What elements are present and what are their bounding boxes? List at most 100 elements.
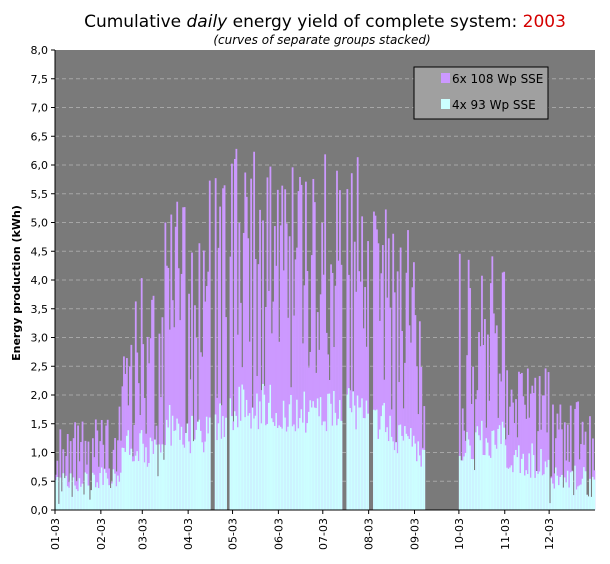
- bar-bottom-series: [168, 404, 171, 510]
- bar-bottom-series: [136, 451, 139, 510]
- bar-bottom-series: [389, 415, 392, 510]
- bar-bottom-series: [72, 477, 75, 510]
- bar-bottom-series: [198, 419, 201, 510]
- y-tick-label: 4,0: [31, 274, 49, 287]
- bar-top-series: [173, 327, 176, 510]
- bar-top-series: [265, 307, 267, 510]
- bar-bottom-series: [250, 428, 253, 510]
- bar-top-series: [96, 430, 99, 510]
- bar-bottom-series: [99, 473, 102, 510]
- bar-bottom-series: [472, 459, 474, 510]
- bar-top-series: [148, 363, 150, 510]
- y-tick-label: 8,0: [31, 44, 49, 57]
- bar-top-series: [324, 154, 327, 511]
- bar-bottom-series: [516, 457, 519, 510]
- bar-bottom-series: [518, 445, 520, 510]
- bar-top-series: [137, 383, 140, 510]
- bar-bottom-series: [383, 402, 386, 510]
- bar-bottom-series: [498, 425, 501, 510]
- bar-top-series: [170, 214, 173, 510]
- bar-bottom-series: [322, 421, 325, 510]
- bar-top-series: [566, 424, 569, 510]
- x-tick-label: 02-03: [95, 518, 108, 550]
- bar-bottom-series: [176, 418, 179, 510]
- bar-bottom-series: [390, 436, 393, 510]
- bar-bottom-series: [353, 405, 356, 510]
- bar-bottom-series: [214, 414, 217, 510]
- bar-bottom-series: [577, 486, 580, 510]
- bar-bottom-series: [398, 425, 401, 510]
- bar-bottom-series: [303, 391, 306, 510]
- bar-top-series: [253, 151, 256, 510]
- bar-top-series: [279, 225, 282, 510]
- bar-top-series: [482, 345, 485, 510]
- bar-bottom-series: [164, 445, 167, 510]
- bar-bottom-series: [538, 471, 541, 510]
- bar-top-series: [367, 241, 369, 511]
- bar-top-series: [418, 321, 421, 510]
- bar-top-series: [374, 215, 377, 510]
- bar-bottom-series: [312, 401, 315, 510]
- bar-bottom-series: [257, 429, 260, 510]
- bar-top-series: [282, 270, 285, 510]
- chart-title: Cumulative daily energy yield of complet…: [84, 12, 566, 32]
- bar-top-series: [167, 267, 170, 510]
- bar-bottom-series: [177, 423, 180, 510]
- bar-bottom-series: [268, 402, 270, 510]
- legend-swatch-bottom: [441, 99, 450, 109]
- bar-top-series: [130, 344, 133, 510]
- bar-bottom-series: [84, 472, 87, 510]
- bar-bottom-series: [189, 453, 192, 510]
- bar-top-series: [293, 315, 295, 510]
- bar-bottom-series: [174, 430, 177, 510]
- bar-top-series: [285, 223, 288, 510]
- bar-bottom-series: [236, 427, 239, 510]
- bar-top-series: [492, 313, 495, 510]
- bar-bottom-series: [201, 442, 204, 510]
- bar-bottom-series: [392, 441, 395, 510]
- bar-top-series: [556, 413, 559, 510]
- bar-top-series: [236, 334, 239, 510]
- y-axis-label: Energy production (kWh): [10, 205, 23, 361]
- bar-bottom-series: [529, 477, 532, 510]
- bar-top-series: [257, 264, 260, 510]
- legend-label-bottom: 4x 93 Wp SSE: [452, 98, 536, 112]
- bar-bottom-series: [161, 444, 164, 510]
- bar-bottom-series: [300, 409, 303, 510]
- bar-bottom-series: [540, 449, 543, 510]
- bar-bottom-series: [547, 459, 550, 510]
- bar-top-series: [105, 425, 108, 510]
- bar-top-series: [537, 431, 540, 510]
- bar-bottom-series: [273, 425, 276, 510]
- bar-bottom-series: [163, 459, 165, 510]
- bar-bottom-series: [470, 458, 473, 510]
- bar-top-series: [392, 233, 395, 510]
- bar-top-series: [411, 287, 414, 510]
- bar-top-series: [519, 373, 522, 510]
- bar-bottom-series: [282, 400, 285, 510]
- bar-bottom-series: [507, 468, 510, 510]
- bar-top-series: [376, 229, 378, 510]
- bar-bottom-series: [245, 399, 248, 510]
- bar-top-series: [201, 356, 204, 510]
- bar-bottom-series: [485, 438, 488, 510]
- bar-bottom-series: [568, 487, 571, 510]
- bar-bottom-series: [194, 439, 196, 510]
- bar-top-series: [77, 425, 79, 510]
- title-prefix: Cumulative: [84, 12, 186, 32]
- bar-bottom-series: [197, 421, 199, 510]
- bar-bottom-series: [293, 424, 295, 510]
- bar-top-series: [74, 422, 77, 510]
- bar-bottom-series: [199, 430, 202, 510]
- bar-top-series: [59, 429, 62, 510]
- bar-top-series: [415, 366, 418, 510]
- bar-bottom-series: [384, 432, 387, 510]
- bar-top-series: [299, 176, 301, 510]
- bar-top-series: [384, 209, 387, 511]
- bar-bottom-series: [102, 484, 105, 510]
- bar-top-series: [336, 170, 338, 510]
- bar-bottom-series: [340, 420, 343, 510]
- bar-bottom-series: [336, 425, 338, 510]
- bar-top-series: [408, 325, 411, 510]
